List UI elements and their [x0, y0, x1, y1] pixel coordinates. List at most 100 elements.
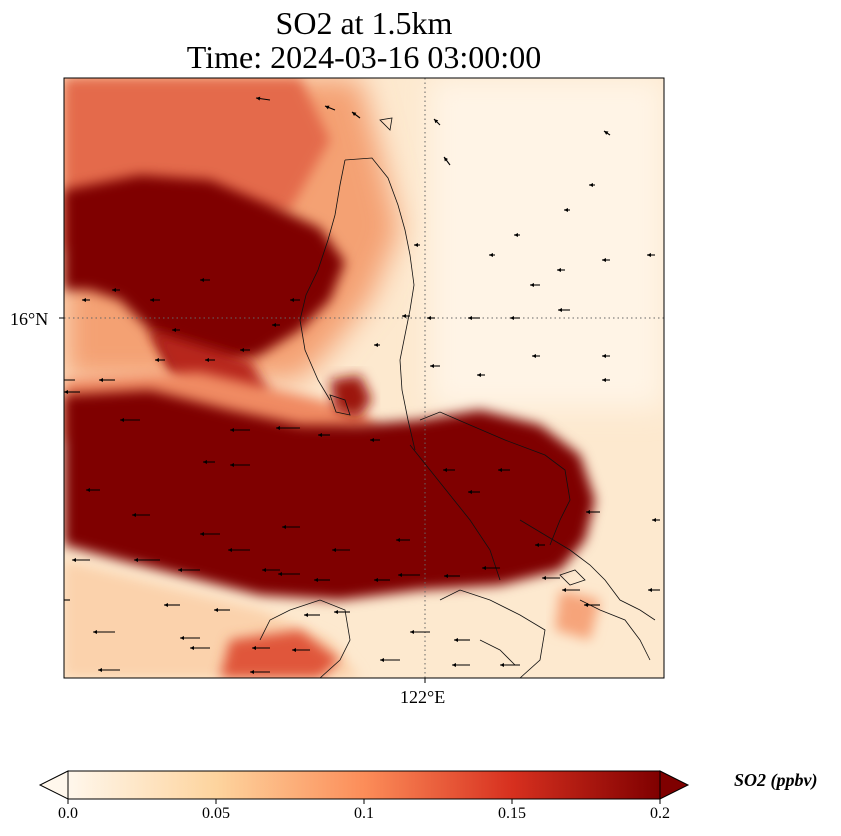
- wind-vector-head: [498, 468, 502, 472]
- wind-vector-head: [325, 105, 330, 110]
- wind-vector-head: [98, 668, 102, 672]
- wind-vector-head: [402, 314, 406, 318]
- wind-vector-head: [510, 316, 514, 320]
- wind-vector-head: [374, 343, 378, 347]
- wind-vector-head: [304, 613, 308, 617]
- wind-vector-head: [290, 298, 294, 302]
- wind-vector-head: [557, 268, 561, 272]
- wind-vector-head: [64, 390, 68, 394]
- wind-vector-head: [584, 603, 588, 607]
- wind-vector-head: [256, 96, 261, 101]
- wind-vector-head: [500, 663, 504, 667]
- map-frame: [63, 77, 665, 679]
- wind-vector-head: [230, 428, 234, 432]
- wind-vector-head: [648, 588, 652, 592]
- wind-vector-head: [444, 574, 448, 578]
- so2-field: [64, 78, 664, 678]
- wind-vector-head: [589, 183, 593, 187]
- wind-vector-head: [652, 518, 656, 522]
- wind-vector-head: [477, 373, 481, 377]
- colorbar-extend-high: [659, 770, 690, 800]
- wind-vector-head: [398, 573, 402, 577]
- wind-vector-head: [120, 418, 124, 422]
- wind-vector-head: [72, 558, 76, 562]
- wind-vector-head: [112, 288, 116, 292]
- wind-vector-head: [278, 572, 282, 576]
- wind-vector-head: [558, 308, 562, 312]
- wind-vector-head: [272, 323, 276, 327]
- wind-vector-head: [203, 460, 207, 464]
- wind-vector-head: [282, 525, 286, 529]
- wind-vector-head: [93, 630, 97, 634]
- wind-vector-head: [647, 253, 651, 257]
- wind-vector-head: [602, 378, 606, 382]
- wind-vector-head: [532, 354, 536, 358]
- wind-vector-head: [352, 112, 357, 116]
- title-line-1: SO2 at 1.5km: [275, 5, 453, 41]
- wind-vector-head: [200, 278, 204, 282]
- wind-vector-head: [228, 548, 232, 552]
- wind-vector-head: [564, 208, 568, 212]
- wind-vector-head: [99, 378, 103, 382]
- wind-vector-head: [276, 426, 280, 430]
- colorbar-tick-label: 0.15: [498, 805, 526, 822]
- wind-vector-head: [535, 543, 539, 547]
- wind-vector-head: [314, 578, 318, 582]
- wind-vector-head: [452, 663, 456, 667]
- wind-vector-head: [489, 253, 493, 257]
- wind-vector-head: [427, 316, 431, 320]
- wind-vector-head: [205, 358, 209, 362]
- wind-vector-head: [252, 646, 256, 650]
- wind-vector-head: [414, 243, 418, 247]
- wind-vector-head: [530, 283, 534, 287]
- lon-tick-label: 122°E: [400, 687, 446, 707]
- wind-vector-head: [164, 603, 168, 607]
- colorbar-gradient: [67, 770, 661, 800]
- lat-tick-label: 16°N: [10, 309, 49, 329]
- wind-vector-head: [602, 354, 606, 358]
- so2-plume-south: [64, 390, 595, 600]
- wind-vector-head: [292, 648, 296, 652]
- so2-plume-north: [64, 175, 345, 372]
- wind-vector-head: [86, 488, 90, 492]
- wind-vector-head: [262, 568, 266, 572]
- wind-vector-head: [178, 568, 182, 572]
- wind-vector-head: [430, 364, 434, 368]
- wind-vector-head: [190, 646, 194, 650]
- wind-vector-head: [150, 298, 154, 302]
- wind-vector-head: [172, 328, 176, 332]
- wind-vector-head: [443, 468, 447, 472]
- wind-vector-head: [134, 558, 138, 562]
- wind-vector-head: [586, 510, 590, 514]
- wind-vector-head: [380, 658, 384, 662]
- wind-vector-head: [318, 433, 322, 437]
- wind-vector-head: [604, 131, 609, 135]
- wind-vector-head: [434, 119, 439, 124]
- coastline: [259, 117, 656, 678]
- wind-vector-head: [155, 358, 159, 362]
- wind-vector-head: [332, 548, 336, 552]
- wind-vector-head: [374, 578, 378, 582]
- wind-vector-head: [482, 566, 486, 570]
- wind-vector-head: [180, 636, 184, 640]
- wind-vector-head: [454, 638, 458, 642]
- wind-vector-head: [410, 630, 414, 634]
- colorbar-tick-label: 0.2: [650, 805, 670, 822]
- wind-vector-head: [444, 157, 448, 162]
- colorbar-tick-label: 0.05: [202, 805, 230, 822]
- colorbar-tick-label: 0.1: [354, 805, 374, 822]
- wind-vector-head: [200, 532, 204, 536]
- wind-vector-head: [542, 576, 546, 580]
- wind-vector-head: [240, 348, 244, 352]
- wind-vector-head: [132, 513, 136, 517]
- wind-vector-head: [602, 258, 606, 262]
- wind-vector-head: [334, 610, 338, 614]
- wind-vector-head: [214, 608, 218, 612]
- wind-vector-head: [250, 670, 254, 674]
- colorbar-label: SO2 (ppbv): [734, 770, 818, 790]
- wind-vector-head: [562, 588, 566, 592]
- title-line-2: Time: 2024-03-16 03:00:00: [186, 39, 542, 75]
- wind-vector-head: [230, 463, 234, 467]
